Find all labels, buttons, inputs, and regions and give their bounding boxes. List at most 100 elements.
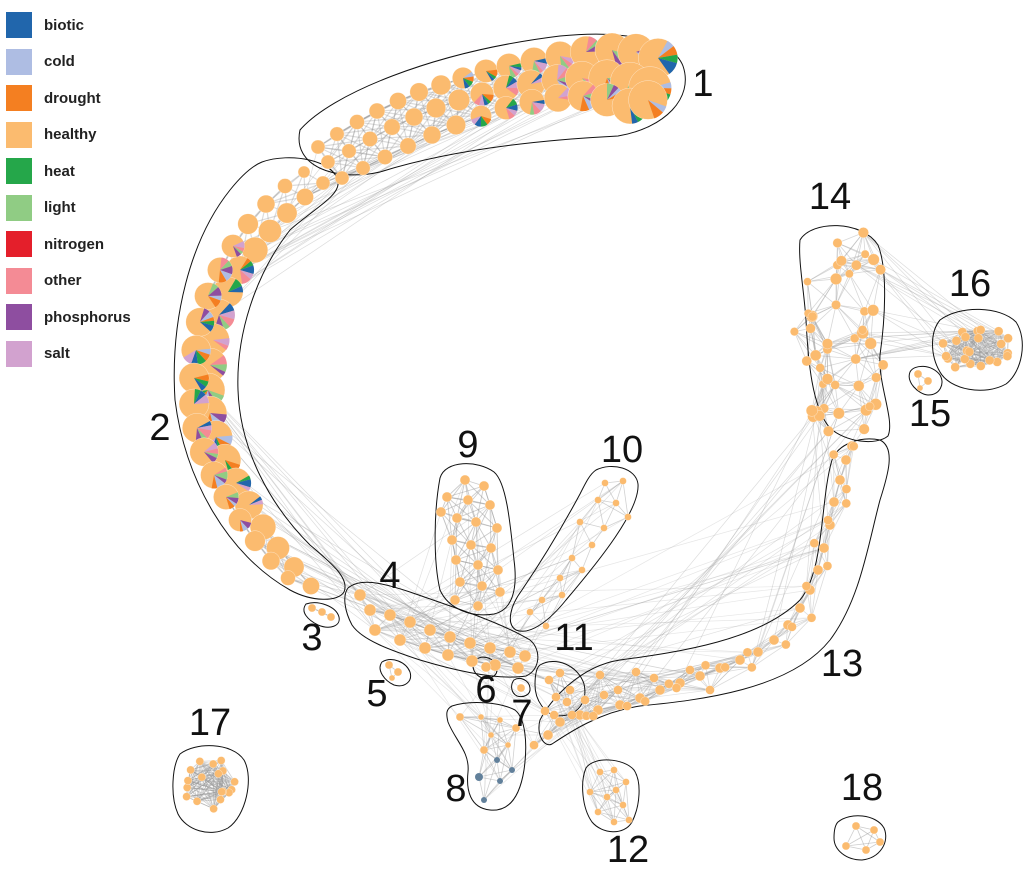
edge [471, 585, 483, 662]
node-pie-slice [228, 285, 244, 293]
edge [533, 710, 546, 746]
node [192, 797, 202, 806]
node [362, 131, 378, 147]
edge [606, 796, 615, 823]
node [307, 603, 317, 613]
node-pie-slice [534, 61, 544, 74]
edge [854, 338, 884, 366]
edge [880, 269, 979, 339]
edge [581, 544, 593, 571]
edge [653, 664, 706, 679]
edge [942, 330, 978, 344]
node-pie-slice [478, 94, 485, 106]
edge [239, 134, 433, 271]
node-circle [654, 684, 666, 696]
node-circle [492, 564, 504, 576]
node [209, 804, 218, 814]
edge [399, 480, 624, 641]
node [993, 326, 1004, 336]
node [555, 668, 565, 678]
node-circle [964, 347, 975, 357]
node-pie-slice [233, 241, 245, 249]
node-circle [864, 337, 877, 350]
node-pie-slice [506, 75, 514, 88]
edge [227, 107, 507, 293]
node-circle [529, 740, 539, 750]
node-circle [459, 474, 471, 486]
edge [668, 664, 706, 685]
edge [846, 445, 853, 490]
edge [964, 343, 1002, 360]
node [197, 772, 207, 782]
edge [213, 474, 526, 657]
node-pie-slice [658, 40, 674, 58]
legend-label: other [44, 272, 82, 290]
node-circle [840, 454, 852, 466]
node [459, 474, 471, 486]
legend-label: heat [44, 162, 75, 180]
node-pie-slice [580, 96, 590, 112]
node [821, 373, 834, 385]
node-circle [353, 588, 367, 602]
node [851, 259, 862, 271]
node-pie-slice [210, 413, 227, 424]
edge [187, 787, 222, 793]
edge [566, 503, 847, 703]
node-pie-slice [506, 108, 515, 120]
node [685, 665, 695, 675]
cluster-outlines-layer [172, 33, 1023, 861]
node-circle [368, 102, 386, 120]
edge [369, 609, 557, 698]
node [628, 80, 668, 120]
node [973, 333, 984, 343]
node [404, 107, 424, 127]
node [504, 741, 512, 749]
node [446, 534, 458, 546]
edge [835, 278, 865, 312]
node [858, 423, 870, 435]
node-pie-slice [194, 389, 201, 404]
node-circle [389, 92, 407, 110]
legend-swatch [6, 267, 32, 294]
edge [653, 675, 701, 679]
edge [399, 636, 451, 641]
edge [413, 115, 482, 118]
node-circle [463, 636, 477, 650]
node [493, 756, 501, 764]
node [975, 325, 986, 335]
node-circle [470, 516, 482, 528]
node [835, 255, 847, 267]
edge [213, 773, 219, 809]
node-pie-slice [204, 452, 217, 463]
legend-swatch [6, 12, 32, 39]
edge [186, 791, 222, 798]
node-circle [562, 697, 572, 707]
node-pie-slice [197, 428, 212, 439]
edge [569, 542, 815, 691]
node-pie-slice [474, 116, 481, 127]
node-circle [619, 801, 627, 809]
edge [524, 547, 825, 657]
node-circle [841, 484, 852, 494]
edge [196, 773, 219, 802]
edge [190, 769, 222, 793]
edge [399, 639, 482, 718]
edge [584, 699, 621, 706]
node-circle [631, 667, 641, 677]
edge [855, 343, 944, 360]
edge [199, 761, 222, 793]
edge [848, 273, 865, 312]
node-circle [600, 524, 608, 532]
node [462, 494, 474, 506]
edge [389, 614, 509, 746]
node [526, 608, 534, 616]
node-pie-slice [228, 279, 242, 292]
node-circle [503, 645, 517, 659]
node [860, 249, 870, 259]
node-circle [877, 359, 889, 371]
edge [196, 763, 214, 802]
node-circle [586, 788, 594, 796]
edge [625, 781, 630, 821]
edge [254, 540, 451, 638]
node-circle [860, 249, 870, 259]
